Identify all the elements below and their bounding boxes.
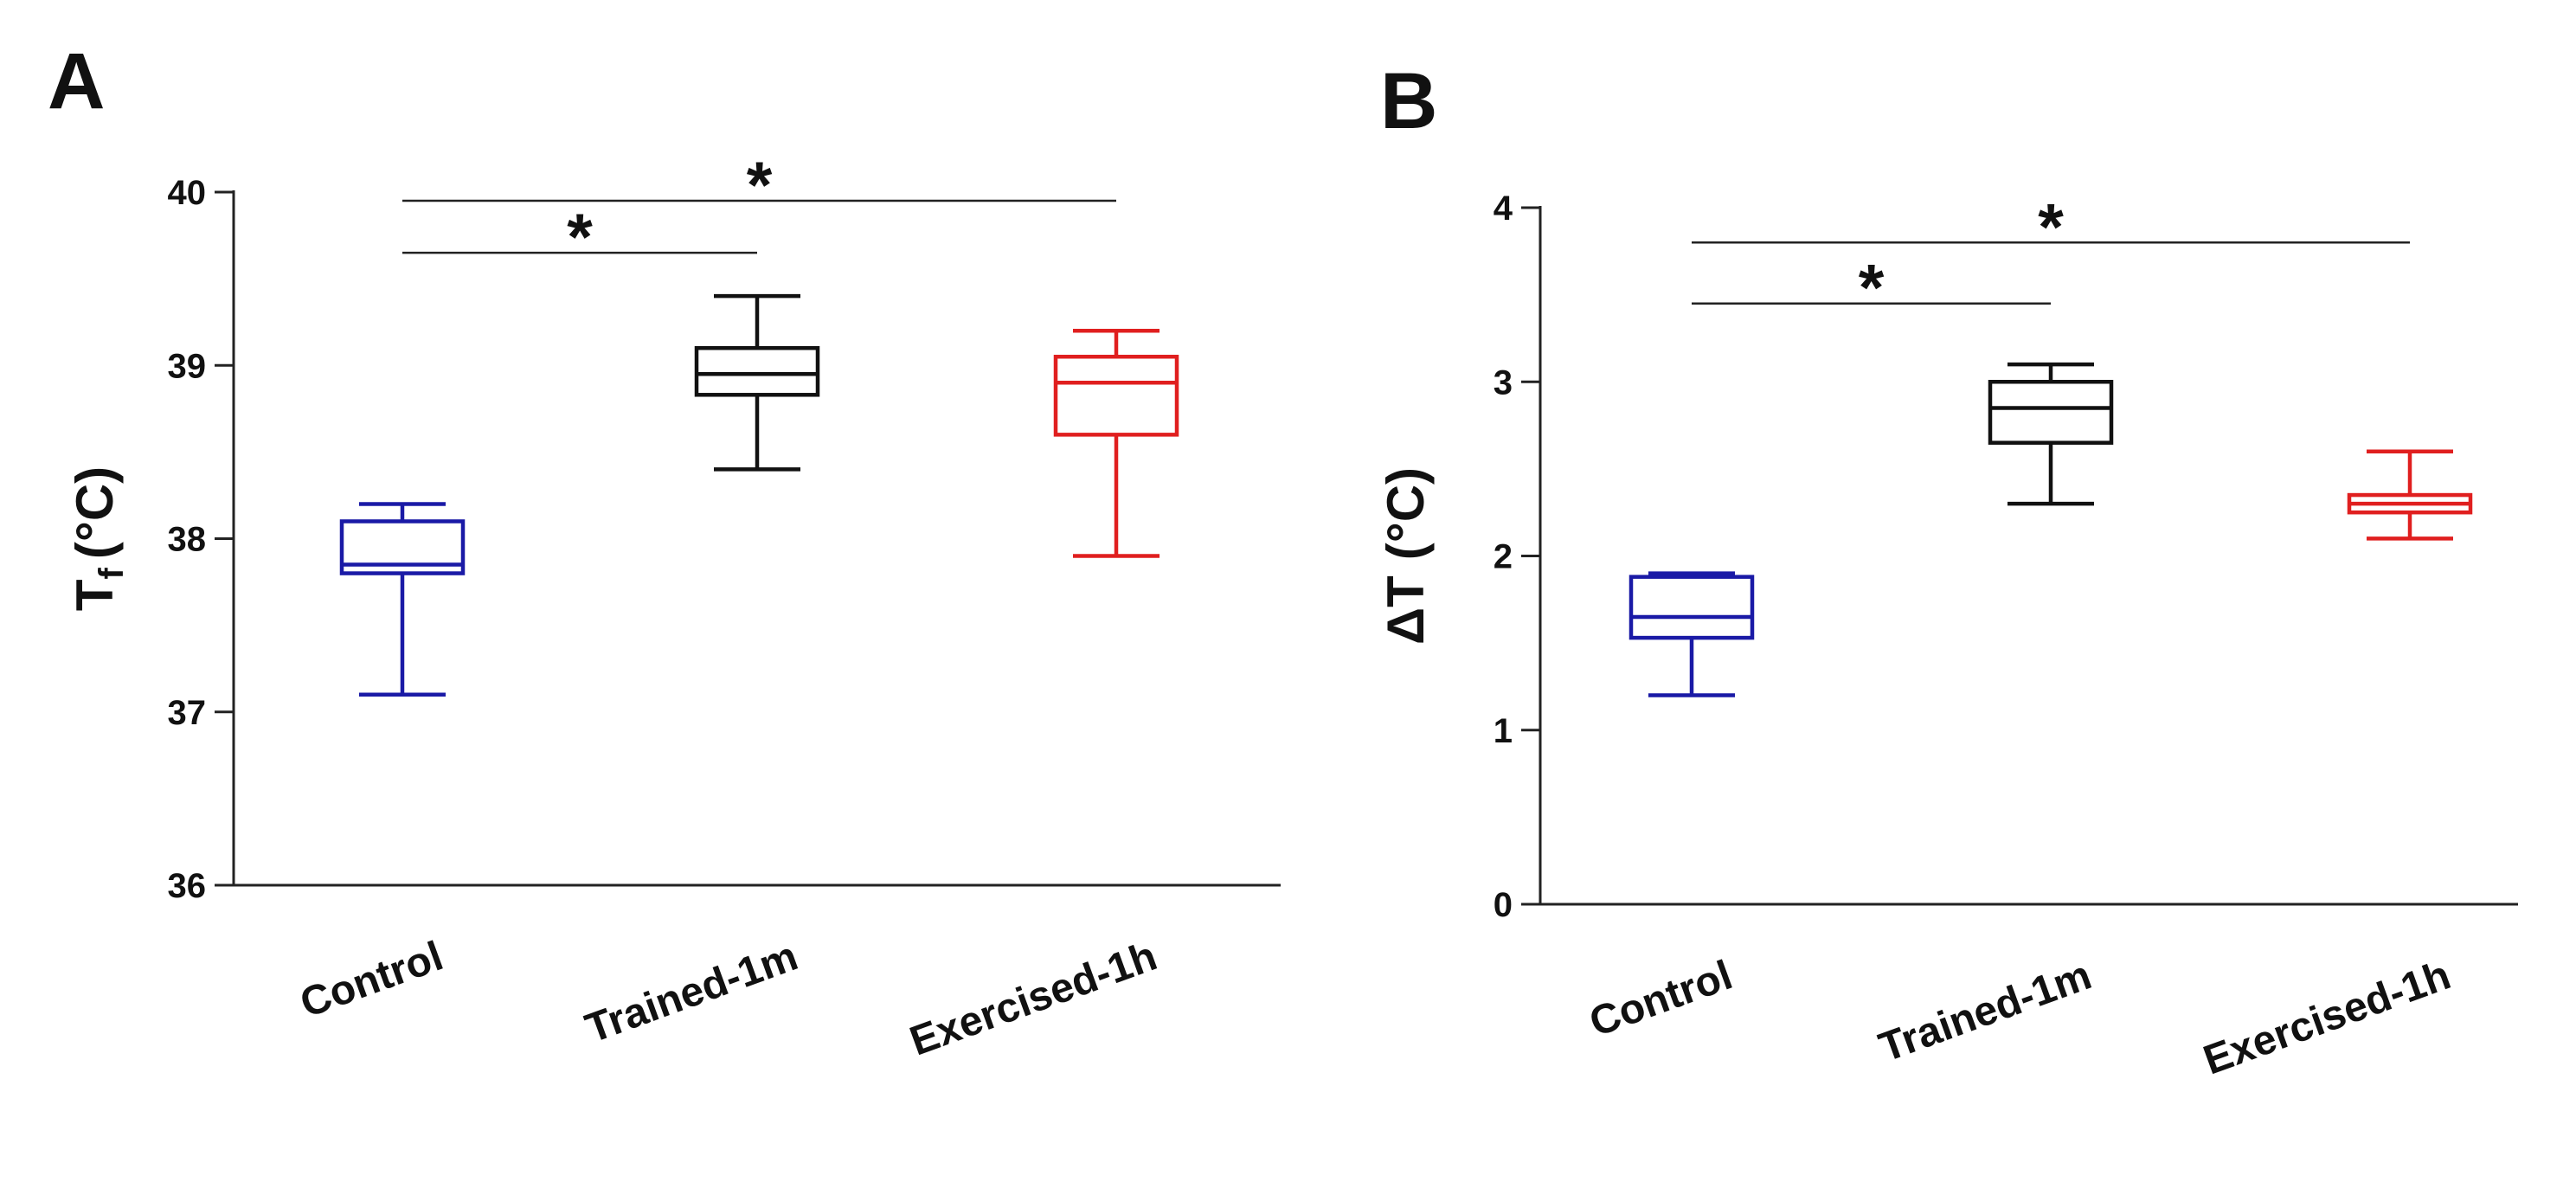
iqr-box — [694, 345, 820, 397]
panel-letter: B — [1380, 57, 1437, 145]
y-tick-label: 37 — [168, 694, 207, 732]
y-tick-label: 38 — [168, 521, 207, 559]
significance-star: * — [567, 201, 593, 274]
category-label: Trained-1m — [580, 934, 804, 1052]
y-axis-title: ΔT (°C) — [1377, 467, 1435, 645]
iqr-box — [1988, 380, 2114, 445]
category-label: Exercised-1h — [904, 934, 1163, 1065]
iqr-box — [1053, 354, 1179, 437]
box-exercised-1h — [1053, 328, 1179, 558]
panel-letter: A — [48, 37, 105, 125]
y-tick-label: 1 — [1494, 712, 1513, 750]
y-tick-label: 40 — [168, 174, 207, 212]
significance-star: * — [1859, 252, 1885, 325]
y-tick-label: 4 — [1494, 190, 1513, 228]
y-tick-label: 39 — [168, 347, 207, 385]
panel-a: A 36 37 38 39 40 Tf (°C) Control Trained-1m Exerci… — [48, 37, 1281, 1065]
box-exercised-1h — [2347, 449, 2473, 541]
y-axis-title-subscript: f — [93, 567, 131, 579]
y-tick-label: 0 — [1494, 886, 1513, 924]
panel-b: B 0 1 2 3 4 ΔT (°C) Control Trained-1m Exercised-1… — [1377, 57, 2518, 1084]
y-axis-title-main: ΔT — [1377, 575, 1435, 645]
y-tick-label: 3 — [1494, 363, 1513, 401]
y-tick-label: 2 — [1494, 538, 1513, 576]
category-label: Exercised-1h — [2198, 953, 2457, 1084]
iqr-box — [339, 519, 466, 575]
box-control — [1628, 571, 1755, 697]
iqr-box — [1628, 575, 1755, 640]
significance-star: * — [2038, 190, 2064, 264]
box-trained-1m — [1988, 362, 2114, 506]
y-axis-title: Tf (°C) — [66, 466, 131, 611]
y-axis-title-unit: (°C) — [1377, 467, 1435, 560]
y-axis-title-main: T — [66, 579, 124, 611]
category-label: Control — [1584, 953, 1738, 1046]
y-tick-label: 36 — [168, 867, 207, 905]
box-control — [339, 502, 466, 697]
y-axis-title-unit: (°C) — [66, 466, 124, 559]
box-trained-1m — [694, 293, 820, 472]
significance-star: * — [747, 149, 773, 222]
category-label: Trained-1m — [1873, 953, 2097, 1071]
category-label: Control — [294, 934, 448, 1027]
